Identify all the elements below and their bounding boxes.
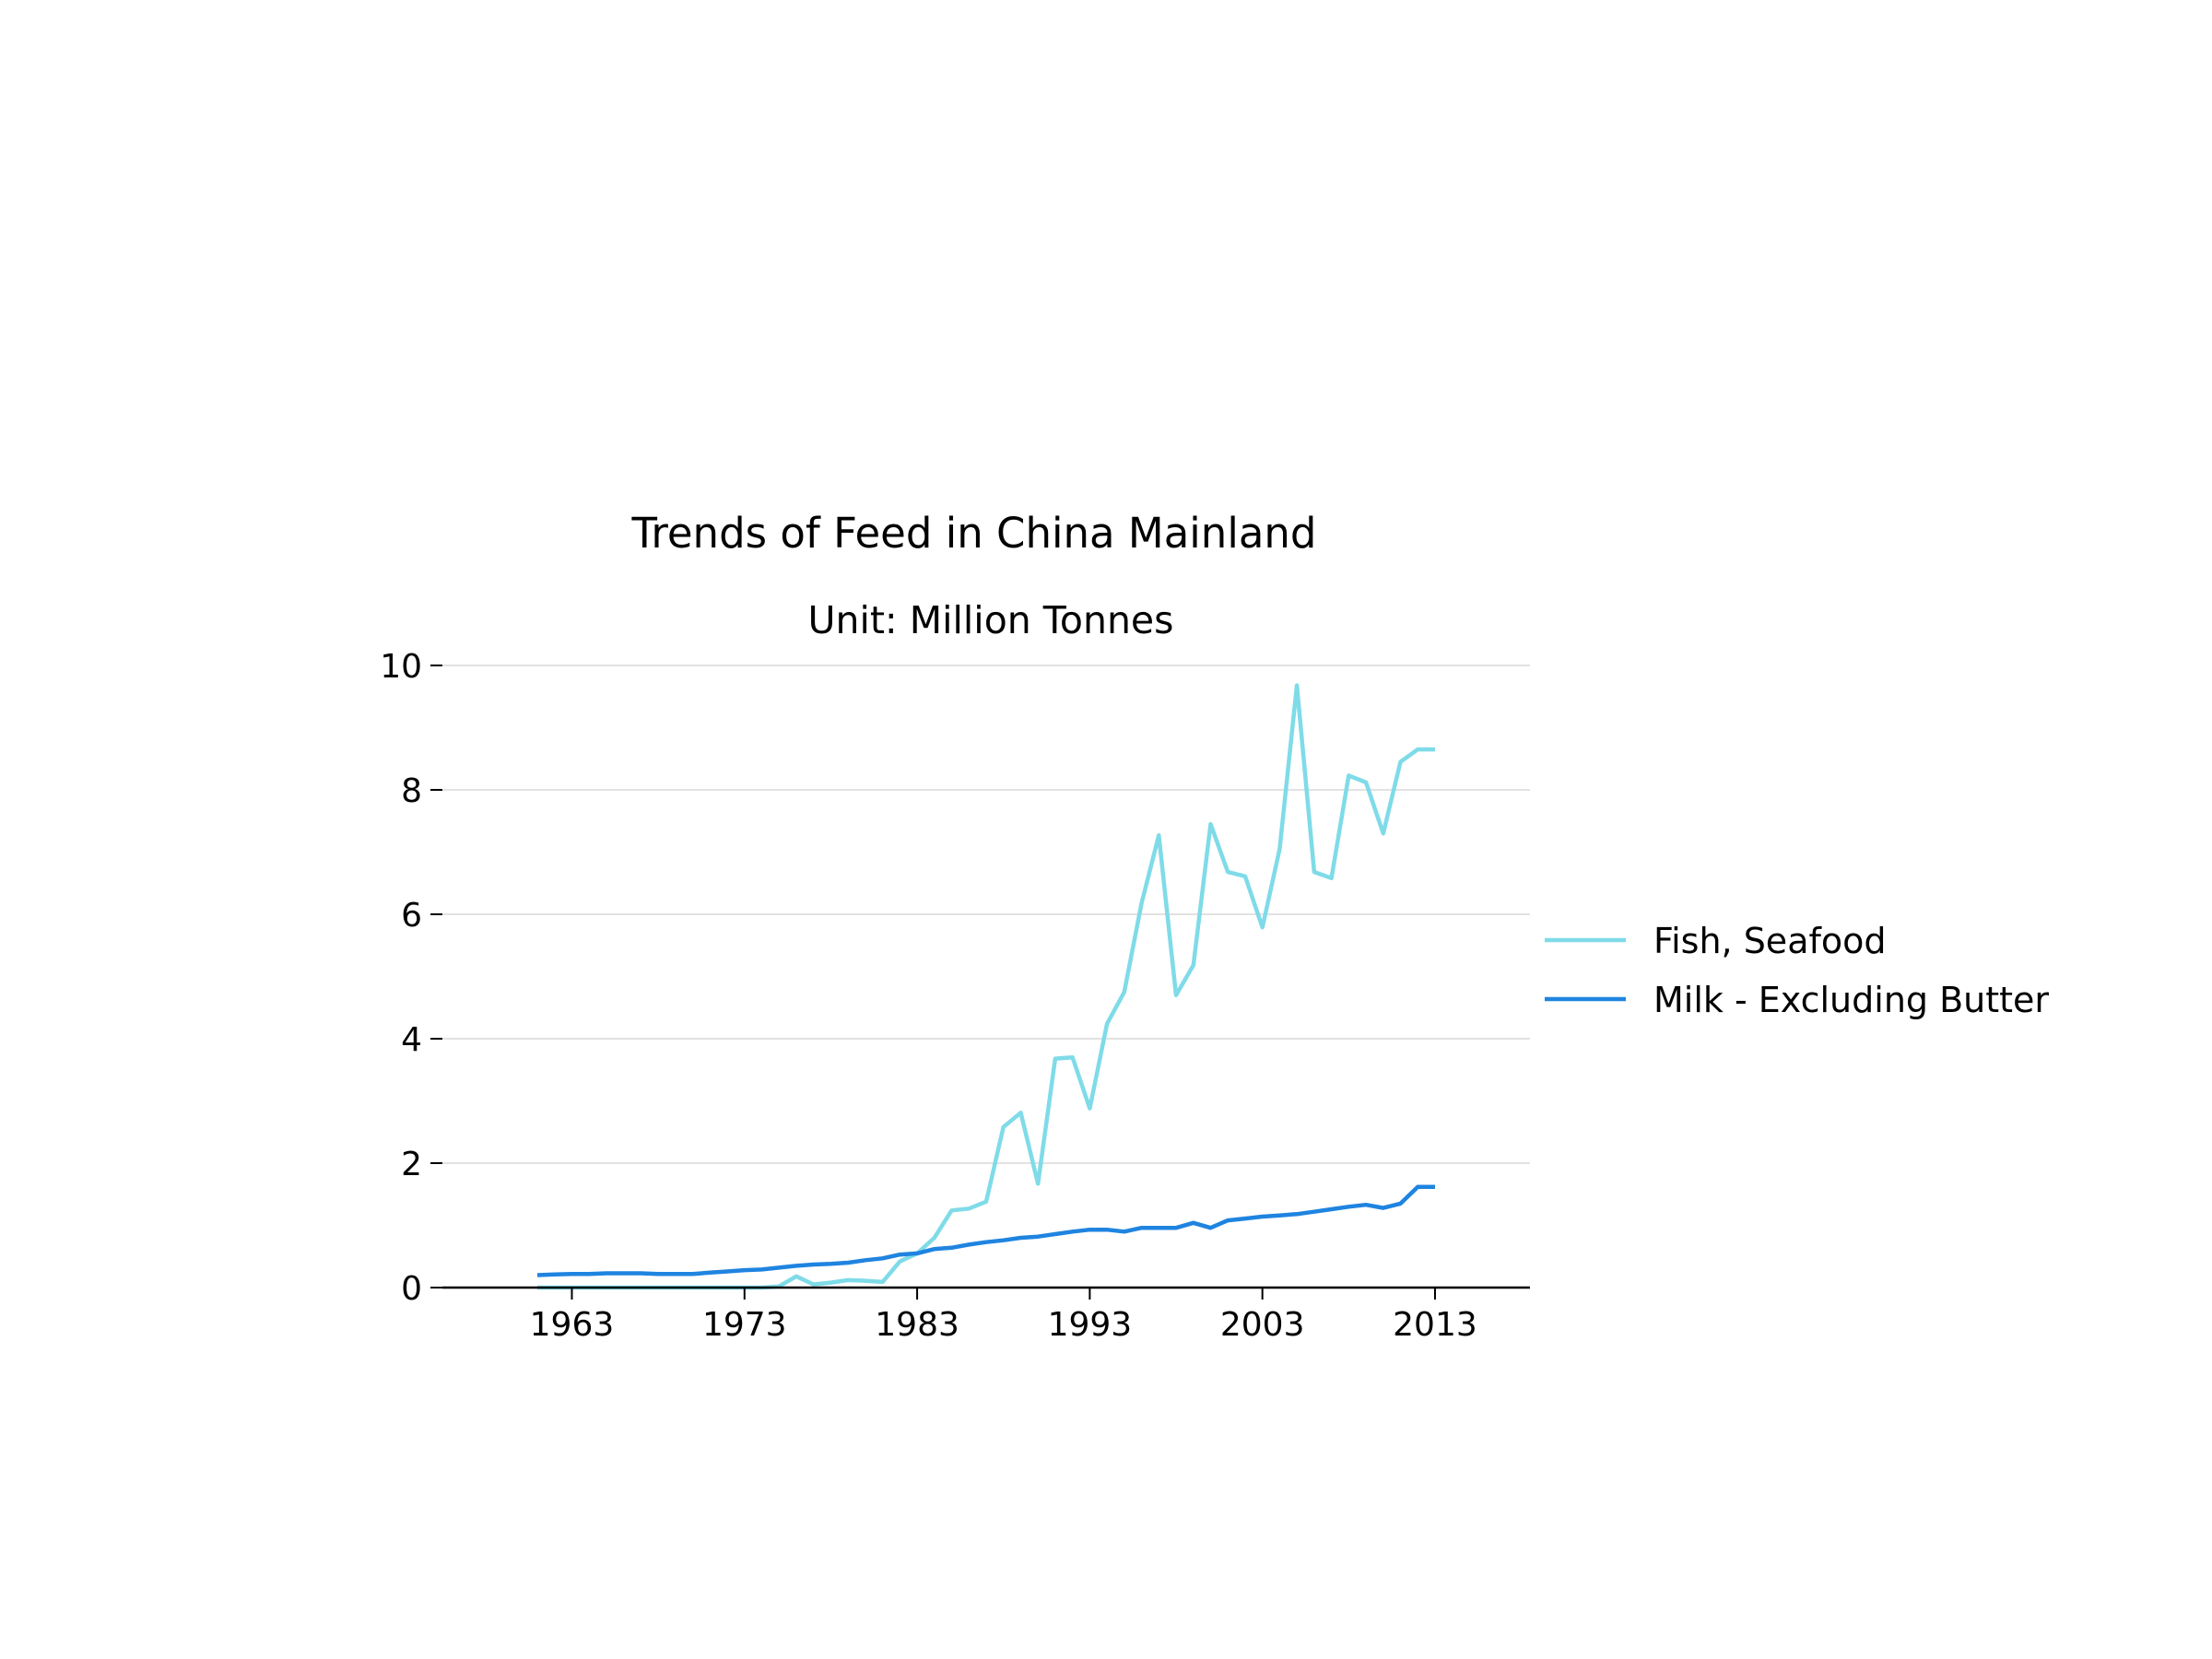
x-tick-label-1983: 1983 (875, 1306, 959, 1344)
series-line-1 (536, 1184, 1435, 1277)
legend-label-1: Milk - Excluding Butter (1653, 980, 2049, 1020)
y-tick-label-0: 0 (401, 1270, 422, 1308)
y-tick-label-4: 4 (401, 1021, 422, 1059)
x-tick-label-1993: 1993 (1048, 1306, 1133, 1344)
legend-label-0: Fish, Seafood (1653, 921, 1886, 961)
series-line-0 (537, 683, 1435, 1290)
x-tick-label-1963: 1963 (530, 1306, 615, 1344)
y-tick-label-6: 6 (401, 897, 422, 935)
chart-subtitle: Unit: Million Tonnes (807, 598, 1173, 642)
y-tick-label-10: 10 (380, 648, 422, 686)
x-tick-label-2003: 2003 (1220, 1306, 1305, 1344)
chart-title: Trends of Feed in China Mainland (630, 509, 1316, 558)
series-layer (536, 683, 1435, 1290)
x-tick-label-1973: 1973 (702, 1306, 787, 1344)
gridlines (442, 665, 1530, 1164)
x-tick-label-2013: 2013 (1393, 1306, 1477, 1344)
y-tick-label-2: 2 (401, 1146, 422, 1183)
y-tick-label-8: 8 (401, 772, 422, 810)
axes: 0 2 4 6 8 10 1963 1973 1983 1993 2003 2013 (380, 648, 1530, 1344)
legend: Fish, Seafood Milk - Excluding Butter (1545, 921, 2049, 1020)
